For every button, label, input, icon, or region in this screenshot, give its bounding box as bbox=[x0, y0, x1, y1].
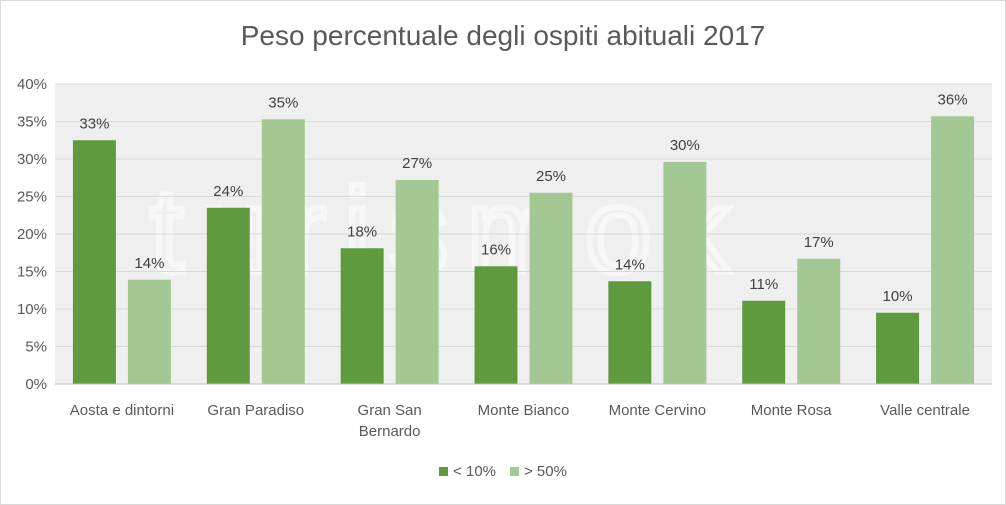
data-label: 36% bbox=[938, 91, 968, 108]
bar-series-2 bbox=[261, 119, 305, 384]
y-tick-label: 5% bbox=[25, 339, 47, 356]
x-tick-label: Monte Bianco bbox=[478, 402, 570, 419]
bar-series-1 bbox=[72, 140, 116, 384]
bar-series-2 bbox=[797, 258, 841, 384]
bar-series-1 bbox=[608, 281, 652, 384]
data-labels: 33% 14% 24% 35% 18% 27% 16% 25% 14% 30% 11% 17% 10% 3… bbox=[79, 91, 967, 305]
bar-series-2 bbox=[931, 116, 975, 384]
x-tick-label: Valle centrale bbox=[880, 402, 970, 419]
bar-series-2 bbox=[395, 180, 439, 384]
data-label: 35% bbox=[268, 94, 298, 111]
data-label: 18% bbox=[347, 223, 377, 240]
legend-swatch-series-2 bbox=[510, 467, 519, 476]
data-label: 11% bbox=[749, 276, 778, 293]
data-label: 24% bbox=[213, 183, 243, 200]
y-tick-label: 0% bbox=[25, 376, 47, 393]
legend-item-series-1: < 10% bbox=[439, 463, 496, 480]
data-label: 30% bbox=[670, 137, 700, 154]
x-tick-label: Monte Cervino bbox=[609, 402, 707, 419]
bar-series-1 bbox=[340, 248, 384, 384]
data-label: 27% bbox=[402, 155, 432, 172]
data-label: 16% bbox=[481, 241, 511, 258]
data-label: 17% bbox=[804, 234, 834, 251]
bar-series-1 bbox=[742, 300, 786, 384]
x-tick-label: Bernardo bbox=[359, 423, 421, 440]
x-tick-label: Aosta e dintorni bbox=[70, 402, 174, 419]
y-tick-label: 10% bbox=[17, 301, 47, 318]
y-tick-label: 30% bbox=[17, 151, 47, 168]
legend: < 10% > 50% bbox=[0, 463, 1006, 480]
x-tick-label: Gran San bbox=[358, 402, 422, 419]
data-label: 33% bbox=[79, 115, 109, 132]
data-label: 10% bbox=[883, 288, 913, 305]
y-axis: 0% 5% 10% 15% 20% 25% 30% 35% 40% bbox=[17, 76, 992, 393]
legend-label-series-1: < 10% bbox=[453, 463, 496, 480]
x-tick-label: Monte Rosa bbox=[751, 402, 833, 419]
bar-series-2 bbox=[529, 192, 573, 384]
bar-series-2 bbox=[663, 162, 707, 384]
legend-swatch-series-1 bbox=[439, 467, 449, 476]
y-tick-label: 20% bbox=[17, 226, 47, 243]
x-tick-label: Gran Paradiso bbox=[207, 402, 304, 419]
bar-series-1 bbox=[206, 207, 250, 384]
legend-item-series-2: > 50% bbox=[510, 463, 567, 480]
y-tick-label: 40% bbox=[17, 76, 47, 93]
y-tick-label: 15% bbox=[17, 264, 47, 281]
bar-series-1 bbox=[474, 266, 518, 384]
bar-series-2 bbox=[127, 279, 171, 384]
y-tick-label: 25% bbox=[17, 189, 47, 206]
bars bbox=[72, 116, 975, 384]
data-label: 14% bbox=[615, 256, 645, 273]
chart-title: Peso percentuale degli ospiti abituali 2… bbox=[240, 20, 766, 51]
legend-label-series-2: > 50% bbox=[524, 463, 567, 480]
data-label: 14% bbox=[134, 255, 164, 272]
bar-series-1 bbox=[876, 312, 920, 384]
data-label: 25% bbox=[536, 168, 566, 185]
y-tick-label: 35% bbox=[17, 114, 47, 131]
x-axis: Aosta e dintorni Gran Paradiso Gran San Ber… bbox=[70, 402, 970, 440]
